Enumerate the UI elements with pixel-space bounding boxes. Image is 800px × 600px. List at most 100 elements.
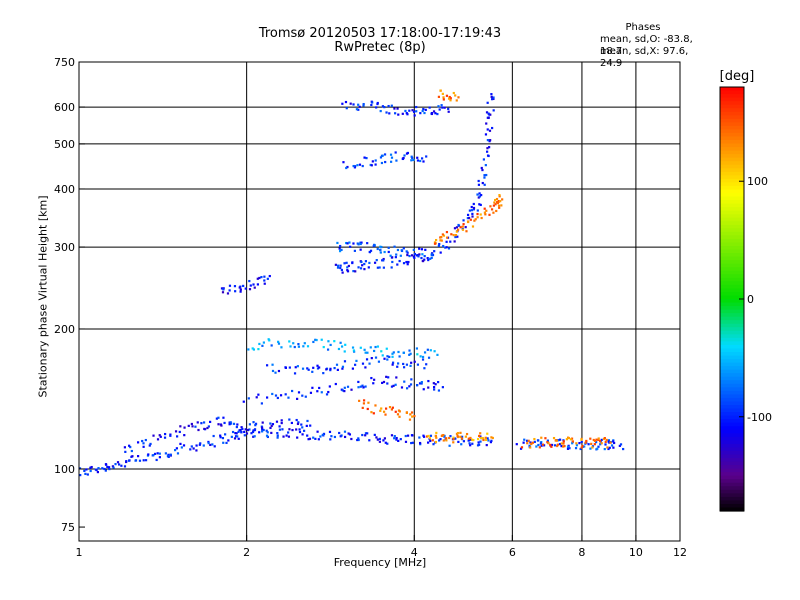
data-point	[138, 459, 142, 462]
data-point	[430, 256, 433, 259]
data-point	[441, 92, 444, 95]
colorbar-segment	[720, 171, 744, 176]
colorbar-segment	[720, 394, 744, 399]
colorbar-segment	[720, 454, 744, 459]
data-point	[420, 256, 423, 260]
data-point	[370, 376, 373, 380]
data-point	[252, 421, 255, 424]
data-point	[202, 421, 206, 424]
data-point	[423, 258, 426, 261]
data-point	[404, 440, 408, 443]
data-point	[546, 441, 549, 444]
colorbar-segment	[720, 189, 744, 194]
plot-frame	[78, 61, 681, 542]
colorbar-segment	[720, 496, 744, 501]
data-point	[338, 250, 342, 253]
data-point	[339, 264, 342, 267]
data-point	[492, 211, 495, 214]
data-point	[410, 378, 413, 381]
colorbar-segment	[720, 168, 744, 173]
data-point	[301, 367, 305, 370]
colorbar-segment	[720, 193, 744, 198]
data-point	[428, 106, 431, 109]
plot-background	[79, 62, 680, 541]
data-point	[442, 433, 445, 437]
data-point	[134, 459, 137, 462]
data-point	[312, 366, 315, 369]
data-point	[356, 438, 359, 442]
colorbar-segment	[720, 136, 744, 141]
data-point	[382, 259, 385, 262]
data-point	[335, 363, 339, 366]
data-point	[376, 247, 379, 251]
colorbar-segment	[720, 147, 744, 152]
data-point	[340, 345, 344, 348]
data-point	[425, 435, 429, 438]
data-point	[142, 445, 145, 448]
data-point	[395, 436, 398, 440]
data-point	[472, 439, 475, 442]
data-point	[533, 440, 536, 443]
data-point	[179, 442, 182, 445]
data-point	[413, 256, 416, 259]
data-point	[445, 230, 449, 234]
data-point	[235, 425, 238, 429]
colorbar-segment	[720, 101, 744, 106]
data-point	[432, 382, 435, 385]
data-point	[618, 444, 621, 447]
data-point	[375, 258, 378, 262]
data-point	[515, 443, 518, 446]
data-point	[300, 423, 303, 426]
data-point	[552, 436, 556, 440]
colorbar-segment	[720, 369, 744, 374]
data-point	[364, 434, 367, 437]
data-point	[90, 465, 93, 469]
data-point	[406, 260, 409, 264]
data-point	[248, 279, 251, 283]
data-point	[229, 421, 232, 424]
data-point	[437, 105, 440, 108]
data-point	[277, 369, 281, 373]
data-point	[436, 353, 439, 356]
data-point	[483, 176, 486, 179]
data-point	[296, 365, 299, 368]
data-point	[495, 209, 498, 213]
data-point	[567, 437, 571, 440]
data-point	[447, 107, 450, 110]
data-point	[560, 442, 563, 445]
data-point	[374, 163, 377, 166]
data-point	[343, 262, 346, 265]
data-point	[127, 459, 131, 462]
data-point	[420, 381, 423, 384]
data-point	[213, 445, 216, 448]
data-point	[491, 126, 494, 130]
data-point	[287, 431, 290, 434]
data-point	[217, 416, 220, 419]
data-point	[394, 256, 397, 259]
data-point	[364, 260, 368, 263]
data-point	[374, 159, 377, 162]
data-point	[199, 442, 202, 445]
data-point	[416, 159, 420, 162]
data-point	[411, 441, 414, 444]
colorbar-segment	[720, 242, 744, 247]
data-point	[239, 288, 242, 291]
data-point	[253, 435, 256, 438]
data-point	[203, 427, 206, 431]
data-point	[612, 446, 615, 449]
data-point	[529, 446, 532, 449]
data-point	[294, 366, 297, 369]
data-point	[544, 437, 547, 440]
data-point	[174, 430, 178, 433]
data-point	[410, 361, 413, 364]
data-point	[261, 430, 264, 433]
data-point	[385, 347, 388, 350]
data-point	[547, 442, 550, 445]
data-point	[262, 428, 265, 432]
data-point	[206, 426, 209, 430]
data-point	[317, 438, 320, 441]
data-point	[390, 266, 393, 269]
data-point	[233, 285, 237, 288]
colorbar-tick-label: -100	[747, 411, 772, 424]
data-point	[438, 108, 441, 111]
